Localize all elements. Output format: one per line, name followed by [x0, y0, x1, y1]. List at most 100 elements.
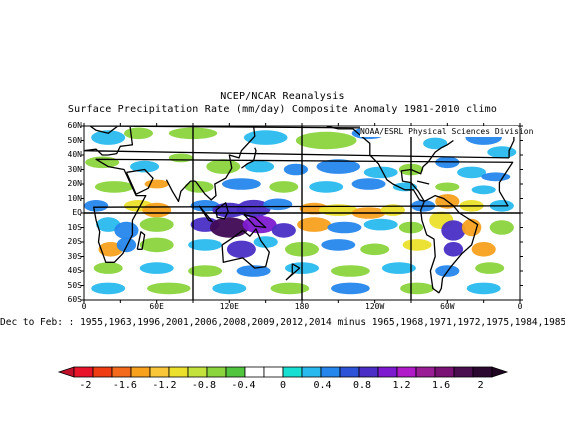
- anomaly-region: [222, 178, 261, 190]
- anomaly-region: [93, 262, 123, 274]
- anomaly-region: [471, 185, 496, 195]
- anomaly-region: [363, 218, 398, 231]
- anomaly-region: [489, 220, 514, 235]
- anomaly-region: [147, 282, 191, 295]
- lon-label: 120E: [219, 302, 239, 311]
- lat-label: 30S: [67, 251, 82, 261]
- anomaly-region: [226, 240, 256, 258]
- anomaly-region: [188, 265, 223, 277]
- colorbar-segment: [168, 366, 189, 378]
- colorbar-label: 0: [279, 380, 287, 391]
- lon-label: 0: [517, 302, 523, 311]
- anomaly-region: [331, 265, 370, 277]
- colorbar-arrow-right: [491, 366, 509, 378]
- lon-label: 60E: [149, 302, 164, 311]
- colorbar-label: 0.8: [353, 380, 372, 391]
- anomaly-region: [402, 239, 432, 251]
- colorbar-segment: [149, 366, 170, 378]
- lon-label: 60W: [440, 302, 455, 311]
- colorbar-segment: [453, 366, 474, 378]
- lat-label: 60S: [67, 295, 82, 304]
- anomaly-region: [435, 182, 460, 192]
- japan-coastline: [241, 147, 257, 169]
- lon-label: 180: [294, 302, 310, 311]
- colorbar-label: -0.8: [191, 380, 216, 391]
- anomaly-region: [283, 163, 308, 176]
- anomaly-region: [130, 160, 160, 173]
- lat-label: 10S: [67, 222, 82, 232]
- anomaly-region: [487, 146, 517, 158]
- anomaly-region: [245, 160, 275, 173]
- lat-label: 20N: [67, 179, 82, 188]
- borneo-coastline: [215, 202, 229, 220]
- lat-label: EQ: [72, 208, 82, 217]
- colorbar-label: -1.2: [152, 380, 177, 391]
- newguinea-coastline: [243, 213, 267, 229]
- lat-label: 50N: [67, 135, 82, 145]
- colorbar-segment: [472, 366, 493, 378]
- anomaly-region: [116, 237, 137, 253]
- colorbar-segment: [263, 366, 284, 378]
- australia-coastline: [221, 228, 270, 269]
- anomaly-region: [481, 172, 511, 182]
- india-coastline: [165, 179, 196, 203]
- arabia-coastline: [125, 168, 154, 195]
- colorbar-segment: [358, 366, 379, 378]
- colorbar-segment: [225, 366, 246, 378]
- anomaly-region: [400, 282, 435, 295]
- lat-label: 30N: [67, 164, 82, 174]
- anomaly-region: [363, 166, 398, 179]
- madagascar-coastline: [136, 231, 146, 250]
- anomaly-region: [457, 166, 487, 179]
- lat-label: 10N: [67, 193, 82, 203]
- anomaly-region: [190, 200, 220, 212]
- colorbar-segment: [244, 366, 265, 378]
- anomaly-region: [114, 221, 139, 240]
- colorbar-segment: [282, 366, 303, 378]
- lat-label: 20S: [67, 237, 82, 246]
- anomaly-region: [269, 181, 299, 193]
- anomaly-region: [94, 181, 134, 193]
- colorbar-segment: [73, 366, 94, 378]
- anomaly-region: [423, 137, 448, 150]
- anomaly-region: [91, 282, 126, 295]
- anomaly-region: [316, 159, 361, 174]
- anomaly-region: [295, 131, 357, 150]
- anomaly-region: [475, 262, 505, 274]
- colorbar-label: -2: [79, 380, 92, 391]
- colorbar-segment: [396, 366, 417, 378]
- anomaly-region: [142, 202, 172, 218]
- cuba-coastline: [416, 180, 430, 185]
- anomaly-region: [321, 239, 356, 251]
- colorbar-segment: [320, 366, 341, 378]
- anomaly-region: [209, 217, 249, 238]
- colorbar-segment: [187, 366, 208, 378]
- colorbar-arrow-left: [57, 366, 75, 378]
- anomaly-region: [84, 200, 109, 212]
- anomaly-region: [351, 178, 386, 190]
- colorbar-segment: [130, 366, 151, 378]
- anomaly-region: [236, 265, 271, 277]
- lon-label: 120W: [365, 302, 385, 311]
- lat-label: 40N: [67, 150, 82, 159]
- lat-label: 50S: [67, 280, 82, 290]
- anomaly-region: [443, 242, 464, 257]
- africa-coastline: [93, 158, 514, 263]
- namerica-coastline: [326, 126, 454, 203]
- anomaly-region: [212, 282, 247, 295]
- colorbar-label: 1.6: [432, 380, 451, 391]
- colorbar-segment: [92, 366, 113, 378]
- anomaly-region: [327, 221, 362, 234]
- anomaly-region: [139, 237, 174, 253]
- anomaly-region: [242, 215, 277, 234]
- anomaly-region: [263, 198, 293, 211]
- anomaly-region: [471, 242, 496, 257]
- anomaly-region: [96, 217, 121, 232]
- colorbar-segment: [415, 366, 436, 378]
- anomaly-region: [466, 282, 501, 295]
- chart-title: NCEP/NCAR Reanalysis: [220, 91, 345, 102]
- composite-caption: Dec to Feb: : 1955,1963,1996,2001,2006,2…: [0, 317, 565, 328]
- anomaly-region: [124, 127, 153, 140]
- colorbar-segment: [434, 366, 455, 378]
